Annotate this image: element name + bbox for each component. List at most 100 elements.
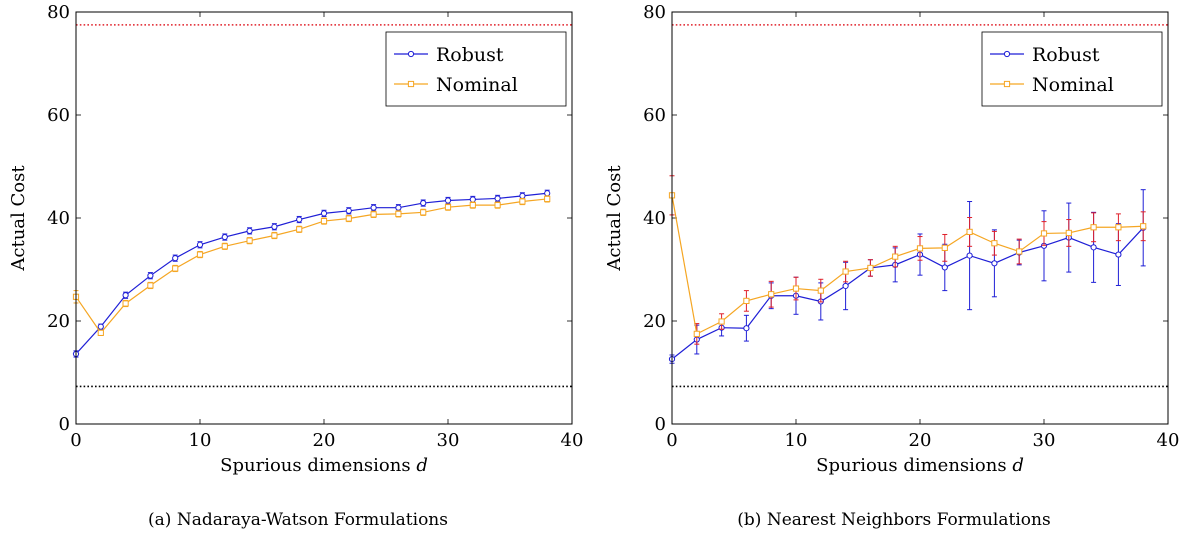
chart-b-series-nominal-point (966, 228, 973, 236)
chart-a-series-robust-point (147, 272, 154, 279)
chart-b-y-tick-label: 60 (643, 105, 666, 126)
chart-b-series-nominal-point (892, 253, 899, 260)
chart-a-y-axis-label: Actual Cost (8, 165, 29, 272)
chart-panel-a: 0 10 20 30 40 0 20 40 60 80 Spurious dimensions d A… (0, 0, 596, 549)
chart-a-series-nominal-point (97, 329, 104, 336)
chart-b-series-nominal-point (768, 291, 775, 298)
chart-b-series-nominal-point (1040, 230, 1048, 237)
chart-a-series-robust-point (444, 197, 452, 204)
chart-a-axes-frame (75, 11, 573, 425)
chart-a-series-robust-point (345, 207, 352, 214)
chart-a-legend: Robust Nominal (385, 31, 567, 107)
chart-a-series-robust-point (519, 192, 526, 199)
chart-b-series-nominal-point (792, 285, 800, 292)
chart-b-series-nominal-point (941, 244, 948, 251)
chart-b-legend-label-nominal: Nominal (1032, 74, 1114, 96)
chart-a-x-tick-label: 40 (561, 430, 584, 451)
chart-a-series-robust-point (246, 227, 253, 234)
chart-a-caption: (a) Nadaraya-Watson Formulations (148, 510, 448, 530)
chart-a-series-robust-line (75, 192, 548, 355)
chart-b-legend-label-robust: Robust (1032, 44, 1100, 66)
chart-b-series-robust-point (1090, 244, 1097, 251)
chart-b-x-tick-label: 10 (785, 430, 808, 451)
chart-a-series-robust-point (271, 223, 278, 230)
chart-b-x-axis-label: Spurious dimensions d (816, 455, 1024, 476)
chart-a-y-tick-label: 0 (59, 414, 70, 435)
chart-a-x-axis-label: Spurious dimensions d (220, 455, 428, 476)
chart-b-x-tick-label: 40 (1157, 430, 1180, 451)
chart-a-series-nominal-point (320, 217, 328, 225)
chart-a-series-nominal-point (345, 215, 352, 222)
chart-a-series-robust-point (494, 195, 501, 202)
chart-b-series-nominal-point (743, 297, 750, 305)
chart-a-series-nominal-point (469, 202, 476, 209)
chart-a-series-robust-point (196, 241, 204, 248)
chart-b-x-tick-label: 0 (666, 430, 677, 451)
chart-b-caption: (b) Nearest Neighbors Formulations (737, 510, 1051, 530)
chart-a-series-nominal-point (420, 209, 427, 216)
chart-b-series-nominal-point (693, 330, 700, 337)
chart-a-series-nominal-point (395, 210, 402, 217)
chart-a-series-nominal-point (147, 282, 154, 289)
chart-panel-b: 0 10 20 30 40 0 20 40 60 80 Spurious dimensions d A… (596, 0, 1192, 549)
chart-a-x-tick-label: 20 (313, 430, 336, 451)
chart-a-series-nominal-point (122, 300, 129, 307)
chart-a-legend-box (385, 31, 567, 107)
chart-a-x-tick-label: 0 (70, 430, 81, 451)
chart-a-legend-label-robust: Robust (436, 44, 504, 66)
chart-b-plot: 0 10 20 30 40 0 20 40 60 80 Spurious dimensions d A… (604, 2, 1180, 476)
chart-b-legend-box (981, 31, 1163, 107)
chart-b-legend-swatch-marker (1003, 50, 1011, 58)
chart-b-x-tick-label: 20 (909, 430, 932, 451)
chart-b-y-tick-label: 80 (643, 2, 666, 23)
chart-a-series-nominal-point (271, 232, 278, 239)
chart-a-series-nominal-point (221, 243, 228, 250)
chart-a-series-nominal-point (172, 265, 179, 272)
chart-a-plot: 0 10 20 30 40 0 20 40 60 80 Spurious dimensions d A… (8, 2, 584, 476)
chart-b-series-nominal-point (842, 268, 849, 275)
chart-b-series-robust-point (1115, 251, 1122, 258)
chart-a-series-robust-point (97, 323, 104, 330)
chart-a-legend-swatch-marker (407, 80, 415, 88)
chart-a-series-nominal-point (444, 204, 452, 211)
chart-a-series-nominal-point (544, 195, 551, 203)
chart-a-series-nominal-point (196, 251, 204, 258)
chart-b-series-nominal-point (1065, 229, 1072, 237)
chart-a-series-nominal-point (370, 211, 377, 218)
chart-a-series-robust-point (221, 233, 228, 241)
chart-b-series-nominal-point (1115, 224, 1122, 231)
chart-b-series-nominal-point (916, 245, 924, 252)
chart-b-series-nominal-point (991, 240, 998, 247)
chart-a-series-robust-point (296, 216, 303, 223)
chart-a-series-robust-point (395, 204, 402, 211)
chart-b-series-robust-point (842, 282, 849, 290)
chart-a-y-tick-label: 20 (47, 311, 70, 332)
chart-a-series-robust-point (320, 210, 328, 217)
chart-b-y-tick-label: 0 (655, 414, 666, 435)
chart-a-series-robust-point (172, 255, 179, 262)
chart-a-y-tick-label: 60 (47, 105, 70, 126)
chart-a-series-nominal-point (519, 198, 526, 205)
chart-a-legend-label-nominal: Nominal (436, 74, 518, 96)
chart-b-series-nominal-line (671, 195, 1144, 335)
chart-b-series-nominal-point (1016, 248, 1023, 255)
chart-a-series-nominal (72, 195, 551, 336)
chart-a-series-nominal-point (296, 226, 303, 233)
chart-b-axes-frame (671, 11, 1169, 425)
chart-b-series-robust-line (671, 227, 1144, 360)
chart-a-y-tick-label: 40 (47, 208, 70, 229)
chart-b-series-nominal-point (817, 287, 824, 294)
chart-b-series-robust-point (991, 260, 998, 267)
chart-a-series-robust-point (544, 190, 551, 197)
chart-b-legend-swatch-marker (1003, 80, 1011, 88)
chart-a-x-tick-label: 10 (189, 430, 212, 451)
chart-b-series-nominal-point (718, 318, 725, 325)
chart-a-legend-swatch-marker (407, 50, 415, 58)
chart-a-series-nominal-point (246, 237, 253, 244)
chart-b-series-nominal-point (867, 264, 874, 272)
chart-a-series-robust-point (122, 292, 129, 299)
chart-b-series-robust-point (966, 252, 973, 259)
chart-b-series-robust (668, 189, 1147, 364)
chart-a-series-nominal-point (494, 202, 501, 209)
chart-a-series-robust-point (370, 204, 377, 211)
